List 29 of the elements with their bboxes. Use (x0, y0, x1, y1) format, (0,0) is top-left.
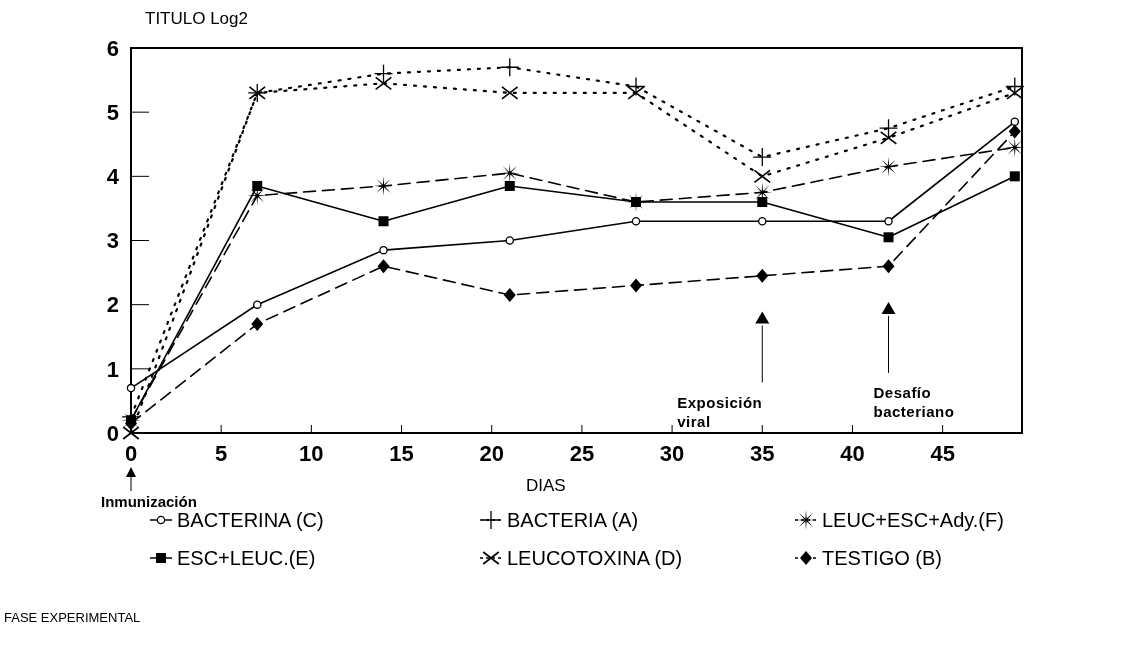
legend-label: LEUC+ESC+Ady.(F) (822, 509, 1004, 531)
legend-label: BACTERIA (A) (507, 509, 639, 531)
x-tick-label: 15 (389, 441, 414, 466)
y-axis-title: TITULO Log2 (145, 9, 248, 28)
text: Inmunización (101, 493, 197, 510)
y-tick-label: 5 (106, 99, 119, 125)
y-tick-label: 1 (106, 356, 119, 382)
x-tick-label: 30 (659, 441, 685, 466)
x-tick-label: 0 (124, 441, 138, 466)
legend-label: LEUCOTOXINA (D) (507, 547, 683, 569)
x-tick-label: 20 (479, 441, 504, 466)
y-tick-label: 6 (106, 35, 119, 61)
y-tick-label: 0 (106, 420, 119, 446)
legend-label: BACTERINA (C) (177, 509, 324, 531)
x-tick-label: 45 (930, 441, 955, 466)
x-tick-label: 5 (215, 441, 228, 466)
y-tick-label: 4 (106, 164, 120, 190)
annotation: Desafío bacteriano (873, 383, 955, 420)
y-tick-label: 3 (106, 228, 119, 254)
annotation: Exposición viral (677, 393, 763, 430)
y-tick-label: 2 (106, 292, 119, 318)
text: FASE EXPERIMENTAL (4, 610, 141, 625)
legend-label: ESC+LEUC.(E) (177, 547, 316, 569)
x-tick-label: 10 (299, 441, 324, 466)
legend-label: TESTIGO (B) (822, 547, 942, 569)
x-tick-label: 35 (750, 441, 775, 466)
x-axis-title: DIAS (525, 476, 566, 495)
x-tick-label: 40 (840, 441, 865, 466)
x-tick-label: 25 (569, 441, 595, 466)
